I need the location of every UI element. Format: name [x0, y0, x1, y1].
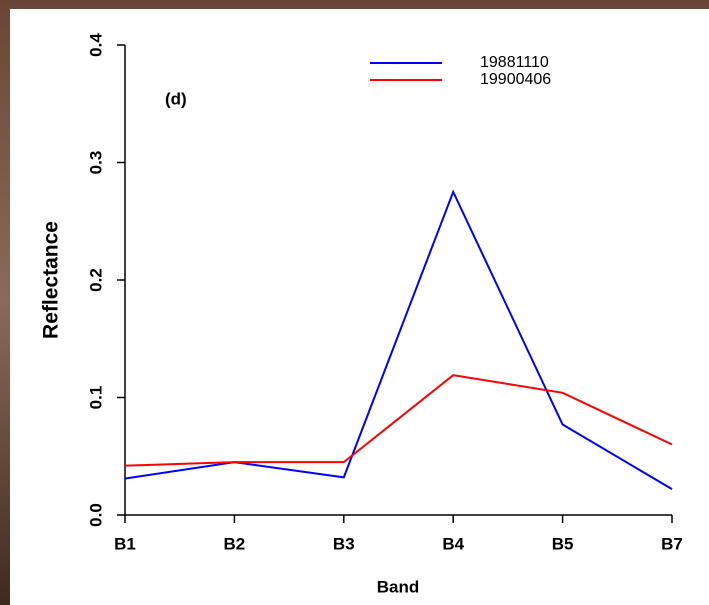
legend-label: 19900406 [480, 71, 551, 88]
series-line [124, 374, 673, 467]
x-tick-label: B5 [552, 534, 574, 553]
y-tick-label: 0.2 [86, 268, 105, 292]
x-tick-label: B3 [333, 534, 355, 553]
x-tick-label: B4 [442, 534, 464, 553]
x-tick-label: B7 [661, 534, 683, 553]
y-tick-label: 0.0 [86, 503, 105, 527]
x-tick-label: B1 [114, 534, 136, 553]
annotation: (d) [165, 89, 187, 108]
x-axis-label: Band [377, 577, 420, 596]
panel [10, 9, 709, 605]
legend-label: 19881110 [480, 54, 549, 71]
y-axis-label: Reflectance [40, 221, 63, 339]
y-tick-label: 0.1 [86, 386, 105, 410]
series-line [124, 189, 673, 491]
y-tick-label: 0.3 [86, 151, 105, 175]
y-tick-label: 0.4 [86, 33, 105, 57]
x-tick-label: B2 [224, 534, 246, 553]
